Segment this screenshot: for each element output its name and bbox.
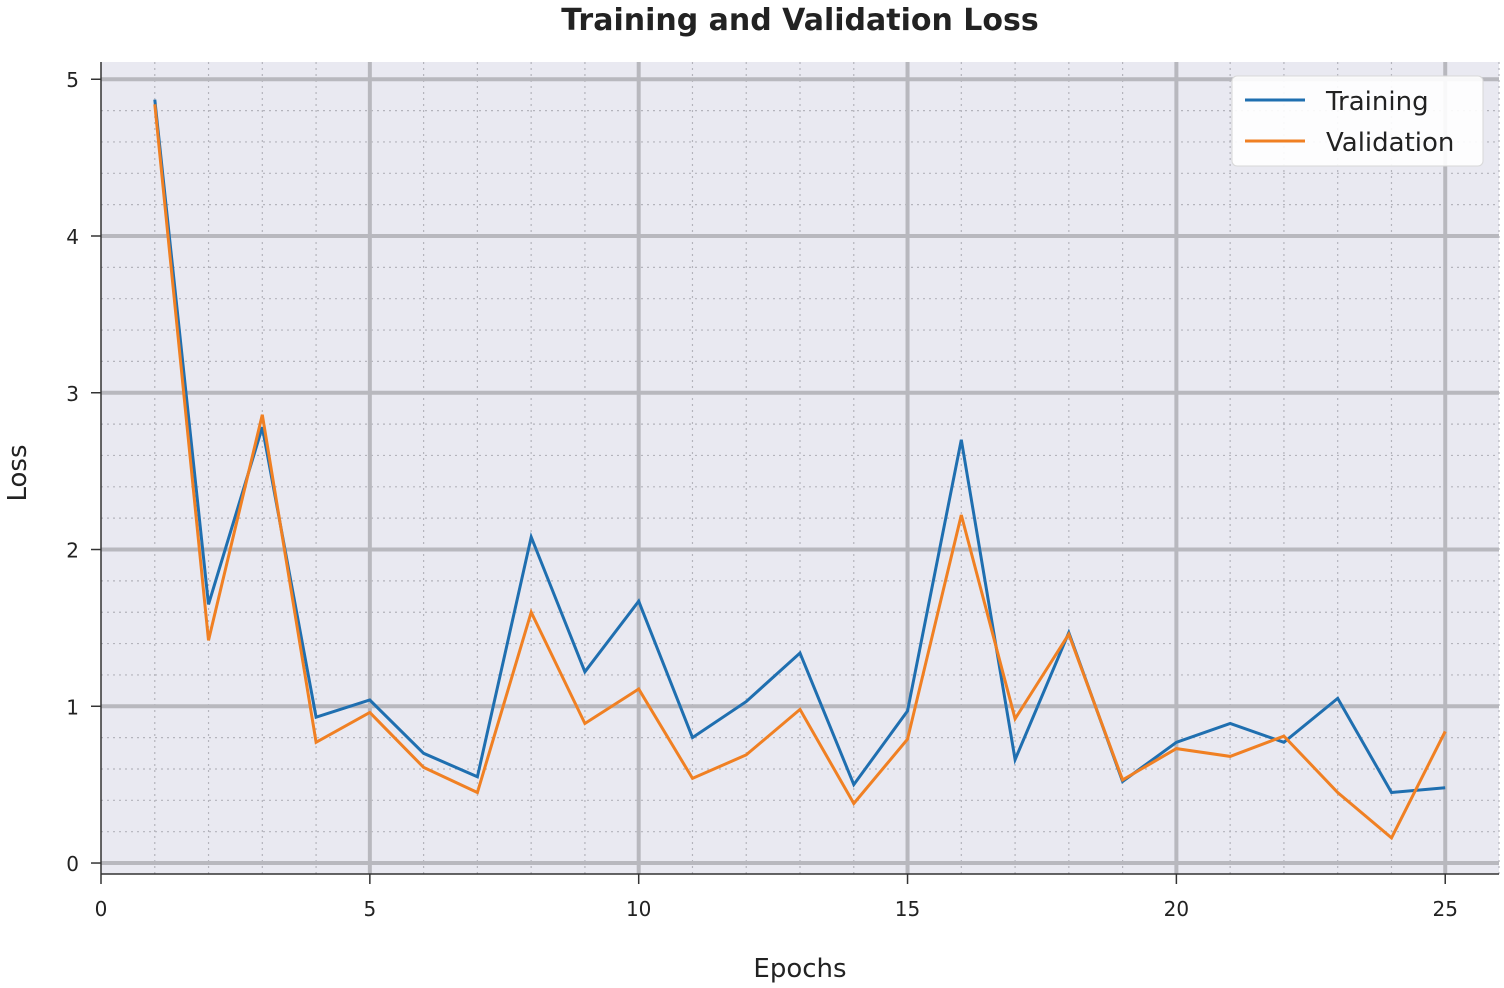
y-axis-label: Loss — [3, 444, 33, 501]
x-tick-label: 5 — [363, 897, 376, 921]
legend-label-training: Training — [1325, 87, 1429, 117]
legend: Training Validation — [1231, 75, 1484, 167]
series-line-training — [153, 99, 1446, 795]
series-line-validation — [153, 104, 1447, 841]
x-tick-label: 20 — [1164, 897, 1189, 921]
plot-area — [101, 62, 1499, 874]
ticks: 0 5 10 15 20 25 0 1 2 3 4 5 — [66, 68, 1458, 921]
legend-label-validation: Validation — [1326, 128, 1454, 158]
y-tick-label: 0 — [66, 852, 79, 876]
y-tick-label: 5 — [66, 68, 79, 92]
chart-title: Training and Validation Loss — [561, 3, 1039, 38]
x-tick-label: 10 — [626, 897, 651, 921]
x-tick-label: 25 — [1433, 897, 1458, 921]
x-axis-label: Epochs — [753, 954, 846, 984]
x-tick-label: 15 — [895, 897, 920, 921]
series-lines — [153, 99, 1447, 841]
x-tick-label: 0 — [95, 897, 108, 921]
y-tick-label: 3 — [66, 382, 79, 406]
y-tick-label: 2 — [66, 539, 79, 563]
y-tick-label: 1 — [66, 695, 79, 719]
axes — [100, 62, 1499, 875]
y-tick-label: 4 — [66, 225, 79, 249]
